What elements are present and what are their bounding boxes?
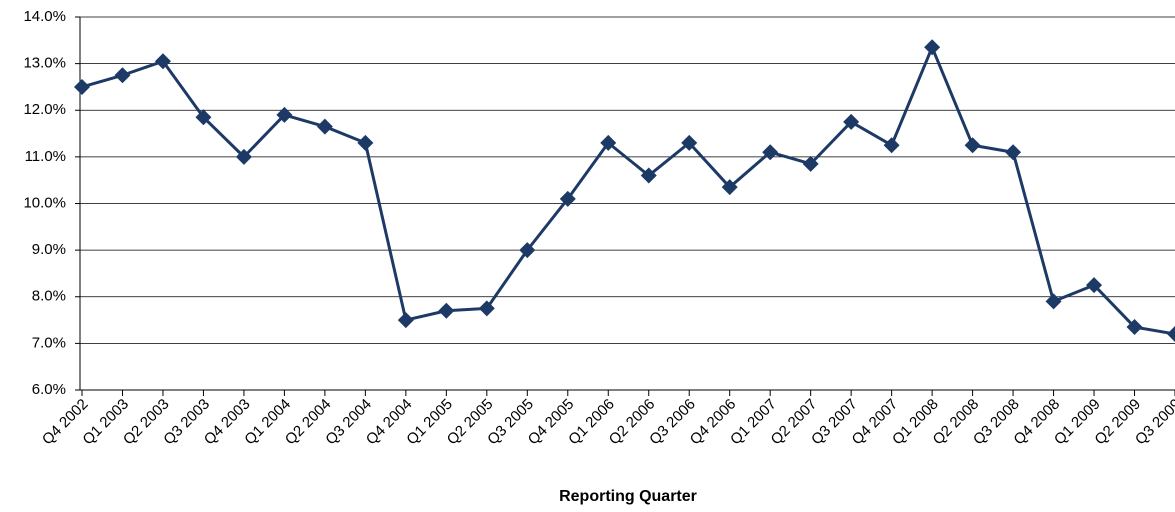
data-point	[74, 78, 90, 95]
data-point	[478, 300, 495, 317]
data-point	[559, 190, 576, 207]
data-point	[114, 67, 131, 84]
y-tick-label: 10.0%	[23, 194, 66, 211]
data-line	[81, 45, 1175, 336]
data-point	[438, 302, 455, 319]
data-point	[1126, 319, 1143, 336]
y-tick-label: 14.0%	[23, 8, 66, 25]
data-point	[883, 137, 900, 154]
data-point	[316, 118, 333, 135]
data-point	[964, 137, 981, 154]
y-tick-label: 13.0%	[23, 55, 66, 72]
data-point	[924, 39, 941, 56]
y-tick-label: 9.0%	[32, 241, 66, 258]
data-point	[357, 134, 374, 151]
data-point	[600, 134, 617, 151]
data-point	[1045, 293, 1062, 310]
data-point	[1005, 144, 1022, 161]
y-tick-label: 11.0%	[25, 148, 66, 165]
data-point	[154, 53, 171, 70]
data-point	[276, 106, 293, 123]
x-axis-title: Reporting Quarter	[559, 488, 697, 505]
y-tick-label: 7.0%	[32, 334, 66, 351]
data-point	[640, 167, 657, 184]
data-point	[195, 109, 212, 126]
data-point	[762, 144, 779, 161]
data-point	[1086, 277, 1103, 294]
y-tick-label: 12.0%	[23, 101, 66, 118]
data-point	[681, 134, 698, 151]
data-point	[721, 179, 738, 196]
data-point	[235, 148, 252, 165]
data-point	[843, 113, 860, 130]
data-point	[1167, 326, 1175, 343]
data-point	[397, 312, 414, 329]
y-tick-label: 6.0%	[32, 381, 66, 398]
data-point	[519, 242, 536, 259]
data-point	[802, 155, 819, 172]
y-tick-label: 8.0%	[32, 288, 66, 305]
